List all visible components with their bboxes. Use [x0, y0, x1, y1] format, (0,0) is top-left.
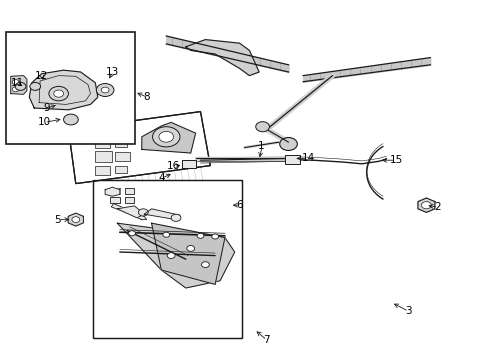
Text: 10: 10 [38, 117, 50, 127]
Circle shape [279, 138, 297, 150]
Circle shape [30, 82, 41, 90]
Polygon shape [105, 187, 120, 196]
Circle shape [211, 234, 218, 239]
Circle shape [101, 87, 109, 93]
Bar [95, 139, 110, 148]
Polygon shape [417, 198, 434, 212]
Circle shape [63, 114, 78, 125]
Circle shape [138, 209, 148, 216]
Bar [124, 188, 134, 194]
Bar [182, 160, 196, 168]
Bar [102, 127, 113, 133]
Circle shape [12, 87, 19, 92]
Bar [115, 152, 129, 161]
Polygon shape [117, 206, 144, 218]
Circle shape [128, 231, 135, 236]
Bar [95, 166, 110, 175]
Polygon shape [68, 112, 210, 184]
Bar [110, 188, 120, 194]
Polygon shape [11, 76, 27, 94]
Polygon shape [117, 223, 234, 288]
Text: 7: 7 [263, 335, 269, 345]
Circle shape [15, 82, 26, 90]
Bar [285, 155, 299, 164]
Text: 5: 5 [54, 215, 61, 225]
Circle shape [167, 253, 175, 258]
Circle shape [186, 246, 194, 251]
Polygon shape [93, 180, 242, 338]
Circle shape [159, 131, 173, 142]
Circle shape [118, 90, 134, 101]
Circle shape [197, 233, 203, 238]
Bar [115, 139, 127, 147]
Text: 8: 8 [143, 92, 150, 102]
FancyArrow shape [111, 204, 146, 220]
Circle shape [54, 90, 63, 97]
Polygon shape [142, 122, 195, 153]
Polygon shape [151, 223, 224, 284]
Circle shape [171, 214, 181, 221]
Polygon shape [68, 213, 83, 226]
Circle shape [96, 84, 114, 96]
Bar [95, 151, 112, 162]
Text: 13: 13 [105, 67, 119, 77]
Bar [124, 197, 134, 203]
Text: 3: 3 [404, 306, 411, 316]
Circle shape [49, 86, 68, 101]
Bar [110, 197, 120, 203]
Polygon shape [29, 70, 98, 110]
Circle shape [12, 80, 19, 85]
Text: 6: 6 [236, 200, 243, 210]
Text: 16: 16 [166, 161, 180, 171]
Circle shape [111, 131, 123, 140]
Text: 4: 4 [158, 173, 164, 183]
Text: 9: 9 [43, 103, 50, 113]
Circle shape [163, 232, 169, 237]
Circle shape [201, 262, 209, 267]
Circle shape [122, 93, 129, 98]
Polygon shape [144, 209, 180, 220]
Bar [115, 166, 127, 173]
Text: 1: 1 [258, 141, 264, 151]
Polygon shape [185, 40, 259, 76]
Circle shape [152, 127, 180, 147]
Bar [6, 32, 135, 144]
Text: 11: 11 [10, 78, 24, 88]
Text: 14: 14 [301, 153, 314, 163]
Text: 2: 2 [433, 202, 440, 212]
Circle shape [72, 217, 80, 222]
Circle shape [421, 202, 430, 209]
Text: 15: 15 [388, 155, 402, 165]
Circle shape [255, 122, 269, 132]
Text: 12: 12 [35, 71, 48, 81]
